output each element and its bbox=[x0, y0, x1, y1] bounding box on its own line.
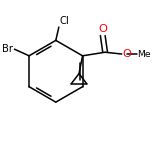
Text: O: O bbox=[99, 24, 107, 34]
Text: Cl: Cl bbox=[60, 16, 70, 26]
Text: Me: Me bbox=[137, 50, 151, 59]
Text: O: O bbox=[122, 49, 131, 59]
Text: Br: Br bbox=[2, 44, 13, 54]
